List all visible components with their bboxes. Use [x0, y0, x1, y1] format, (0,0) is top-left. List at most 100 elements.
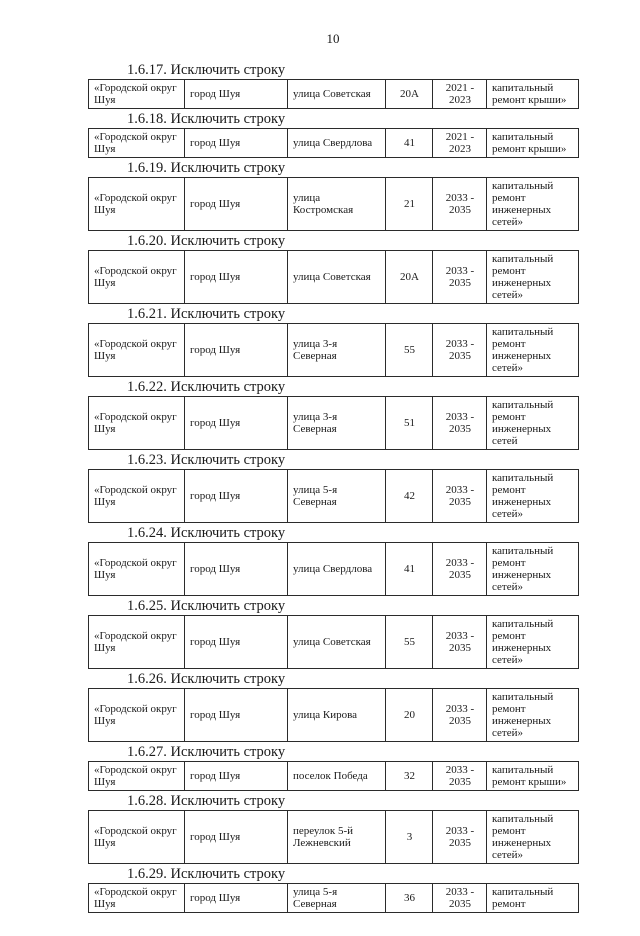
cell-house-number: 20 [385, 688, 433, 742]
cell-street: переулок 5-й Лежневский [287, 810, 386, 864]
cell-years: 2033 - 2035 [432, 810, 487, 864]
table-row: «Городской округ Шуя город Шуя улица 3-я… [88, 323, 579, 377]
exclusion-section: 1.6.21. Исключить строку «Городской окру… [88, 306, 579, 377]
cell-city: город Шуя [184, 250, 288, 304]
cell-years: 2033 - 2035 [432, 761, 487, 791]
exclusion-section: 1.6.27. Исключить строку «Городской окру… [88, 745, 579, 791]
cell-house-number: 42 [385, 469, 433, 523]
cell-house-number: 41 [385, 128, 433, 158]
exclusion-table: «Городской округ Шуя город Шуя улица 5-я… [88, 883, 579, 913]
exclusion-section: 1.6.22. Исключить строку «Городской окру… [88, 379, 579, 450]
cell-repair-type: капитальный ремонт [486, 883, 579, 913]
cell-district: «Городской округ Шуя [88, 177, 185, 231]
cell-city: город Шуя [184, 883, 288, 913]
exclusion-section: 1.6.29. Исключить строку «Городской окру… [88, 866, 579, 913]
section-heading: 1.6.18. Исключить строку [127, 111, 286, 127]
cell-house-number: 32 [385, 761, 433, 791]
cell-repair-type: капитальный ремонт крыши» [486, 128, 579, 158]
section-heading: 1.6.26. Исключить строку [127, 671, 286, 687]
cell-street: улица Кирова [287, 688, 386, 742]
cell-district: «Городской округ Шуя [88, 250, 185, 304]
cell-repair-type: капитальный ремонт инженерных сетей» [486, 615, 579, 669]
page-number: 10 [326, 31, 340, 46]
table-row: «Городской округ Шуя город Шуя поселок П… [88, 761, 579, 791]
cell-district: «Городской округ Шуя [88, 128, 185, 158]
exclusion-section: 1.6.19. Исключить строку «Городской окру… [88, 160, 579, 231]
exclusion-section: 1.6.28. Исключить строку «Городской окру… [88, 793, 579, 864]
table-row: «Городской округ Шуя город Шуя улица Сов… [88, 79, 579, 109]
cell-street: улица 3-я Северная [287, 323, 386, 377]
section-heading: 1.6.22. Исключить строку [127, 379, 286, 395]
cell-years: 2033 - 2035 [432, 177, 487, 231]
table-row: «Городской округ Шуя город Шуя улица Кир… [88, 688, 579, 742]
cell-repair-type: капитальный ремонт крыши» [486, 761, 579, 791]
cell-years: 2021 - 2023 [432, 128, 487, 158]
section-heading: 1.6.17. Исключить строку [127, 62, 286, 78]
exclusion-section: 1.6.25. Исключить строку «Городской окру… [88, 598, 579, 669]
section-heading: 1.6.23. Исключить строку [127, 452, 286, 468]
cell-years: 2033 - 2035 [432, 469, 487, 523]
cell-street: улица Костромская [287, 177, 386, 231]
cell-city: город Шуя [184, 323, 288, 377]
cell-house-number: 41 [385, 542, 433, 596]
exclusion-section: 1.6.17. Исключить строку «Городской окру… [88, 62, 579, 109]
cell-years: 2033 - 2035 [432, 323, 487, 377]
cell-city: город Шуя [184, 688, 288, 742]
cell-city: город Шуя [184, 615, 288, 669]
exclusion-table: «Городской округ Шуя город Шуя улица Сов… [88, 615, 579, 669]
cell-city: город Шуя [184, 810, 288, 864]
cell-repair-type: капитальный ремонт крыши» [486, 79, 579, 109]
cell-district: «Городской округ Шуя [88, 688, 185, 742]
cell-repair-type: капитальный ремонт инженерных сетей» [486, 810, 579, 864]
cell-repair-type: капитальный ремонт инженерных сетей» [486, 323, 579, 377]
cell-district: «Городской округ Шуя [88, 615, 185, 669]
cell-street: улица 5-я Северная [287, 469, 386, 523]
cell-district: «Городской округ Шуя [88, 810, 185, 864]
table-row: «Городской округ Шуя город Шуя переулок … [88, 810, 579, 864]
section-heading: 1.6.29. Исключить строку [127, 866, 286, 882]
table-row: «Городской округ Шуя город Шуя улица 5-я… [88, 469, 579, 523]
cell-house-number: 21 [385, 177, 433, 231]
cell-street: улица 3-я Северная [287, 396, 386, 450]
cell-street: улица Советская [287, 79, 386, 109]
table-row: «Городской округ Шуя город Шуя улица Све… [88, 542, 579, 596]
section-heading: 1.6.25. Исключить строку [127, 598, 286, 614]
cell-district: «Городской округ Шуя [88, 761, 185, 791]
cell-years: 2033 - 2035 [432, 542, 487, 596]
cell-city: город Шуя [184, 469, 288, 523]
exclusion-table: «Городской округ Шуя город Шуя улица 3-я… [88, 323, 579, 377]
cell-street: улица 5-я Северная [287, 883, 386, 913]
cell-house-number: 55 [385, 615, 433, 669]
cell-years: 2033 - 2035 [432, 688, 487, 742]
section-heading: 1.6.21. Исключить строку [127, 306, 286, 322]
cell-district: «Городской округ Шуя [88, 79, 185, 109]
table-row: «Городской округ Шуя город Шуя улица Све… [88, 128, 579, 158]
section-heading: 1.6.28. Исключить строку [127, 793, 286, 809]
cell-city: город Шуя [184, 761, 288, 791]
cell-house-number: 55 [385, 323, 433, 377]
cell-city: город Шуя [184, 79, 288, 109]
exclusion-section: 1.6.24. Исключить строку «Городской окру… [88, 526, 579, 596]
table-row: «Городской округ Шуя город Шуя улица 3-я… [88, 396, 579, 450]
cell-district: «Городской округ Шуя [88, 323, 185, 377]
cell-years: 2033 - 2035 [432, 250, 487, 304]
cell-street: улица Советская [287, 615, 386, 669]
cell-district: «Городской округ Шуя [88, 542, 185, 596]
document-page: 10 1.6.17. Исключить строку «Городской о… [88, 31, 579, 913]
exclusion-table: «Городской округ Шуя город Шуя улица Кир… [88, 688, 579, 742]
exclusion-table: «Городской округ Шуя город Шуя улица Све… [88, 128, 579, 158]
cell-years: 2033 - 2035 [432, 396, 487, 450]
cell-repair-type: капитальный ремонт инженерных сетей» [486, 469, 579, 523]
cell-city: город Шуя [184, 396, 288, 450]
exclusion-table: «Городской округ Шуя город Шуя улица Све… [88, 542, 579, 596]
cell-district: «Городской округ Шуя [88, 469, 185, 523]
cell-city: город Шуя [184, 542, 288, 596]
cell-district: «Городской округ Шуя [88, 396, 185, 450]
section-heading: 1.6.19. Исключить строку [127, 160, 286, 176]
exclusion-table: «Городской округ Шуя город Шуя улица 5-я… [88, 469, 579, 523]
sections-container: 1.6.17. Исключить строку «Городской окру… [88, 62, 579, 913]
cell-years: 2033 - 2035 [432, 615, 487, 669]
exclusion-table: «Городской округ Шуя город Шуя улица Сов… [88, 250, 579, 304]
cell-house-number: 20А [385, 250, 433, 304]
cell-house-number: 3 [385, 810, 433, 864]
